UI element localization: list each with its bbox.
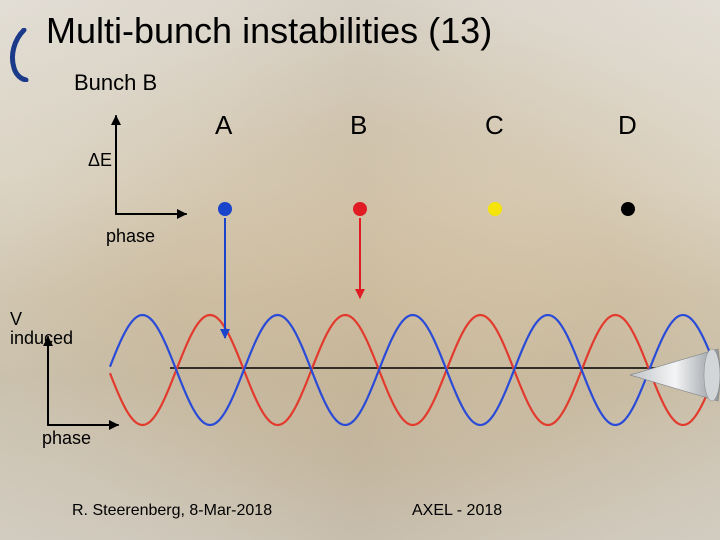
induced-voltage-plot bbox=[0, 0, 720, 540]
footer-course: AXEL - 2018 bbox=[412, 502, 502, 520]
footer-author: R. Steerenberg, 8-Mar-2018 bbox=[72, 502, 272, 520]
decorative-cone bbox=[630, 345, 720, 405]
